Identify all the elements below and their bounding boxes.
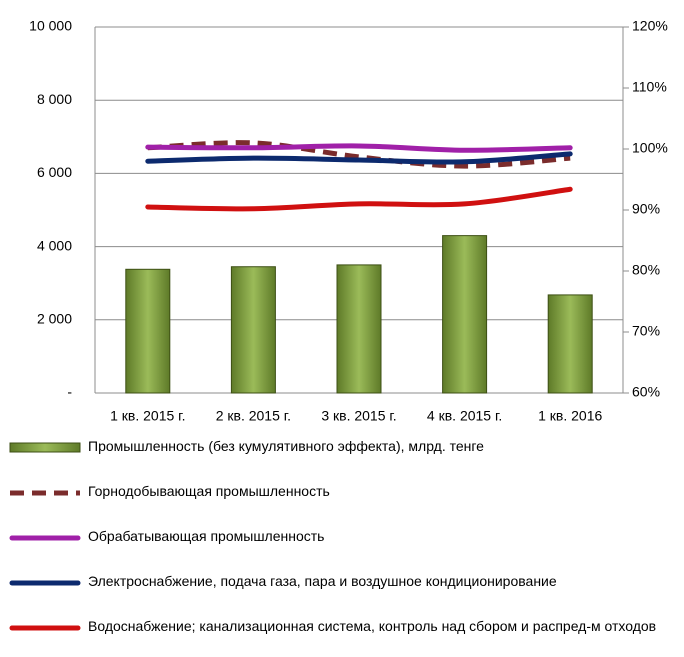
legend-item: Горнодобывающая промышленность: [0, 477, 684, 522]
line-series: [145, 151, 573, 165]
bar: [442, 235, 488, 394]
line-series: [145, 186, 573, 212]
y-tick-label: 2 000: [37, 311, 72, 327]
y2-tick-label: 90%: [632, 201, 660, 217]
y-tick-label: 4 000: [37, 237, 72, 253]
bar: [336, 264, 382, 394]
bar: [547, 294, 593, 394]
y-tick-label: 10 000: [29, 18, 72, 34]
legend-item: Обрабатывающая промышленность: [0, 522, 684, 567]
legend-label: Горнодобывающая промышленность: [88, 483, 330, 499]
chart: - 2 000 4 000 6 000 8 000 10 000 60% 70% 80% 90% 1…: [29, 18, 668, 424]
line-series: [145, 143, 573, 153]
legend-label: Обрабатывающая промышленность: [88, 528, 325, 544]
x-tick-label: 1 кв. 2016: [538, 408, 602, 424]
legend-item: Водоснабжение; канализационная система, …: [0, 612, 684, 657]
x-tick-label: 4 кв. 2015 г.: [427, 408, 502, 424]
legend-item: Промышленность (без кумулятивного эффект…: [0, 432, 684, 477]
legend-symbol: [10, 490, 80, 496]
y2-tick-label: 100%: [632, 140, 668, 156]
x-tick-label: 1 кв. 2015 г.: [110, 408, 185, 424]
x-tick-label: 3 кв. 2015 г.: [321, 408, 396, 424]
y2-tick-label: 120%: [632, 18, 668, 34]
line-series: [147, 140, 571, 169]
y2-tick-label: 70%: [632, 323, 660, 339]
y2-tick-label: 60%: [632, 384, 660, 400]
y-tick-label: 6 000: [37, 164, 72, 180]
bar: [125, 268, 171, 394]
legend-label: Промышленность (без кумулятивного эффект…: [88, 438, 484, 454]
legend-item: Электроснабжение, подача газа, пара и во…: [0, 567, 684, 612]
legend-symbol: [9, 442, 81, 453]
legend-label: Электроснабжение, подача газа, пара и во…: [88, 573, 557, 589]
bar: [230, 266, 276, 394]
legend-swatch: [9, 442, 81, 453]
y2-tick-label: 80%: [632, 262, 660, 278]
y2-tick-label: 110%: [632, 79, 667, 95]
legend-label: Водоснабжение; канализационная система, …: [88, 618, 657, 634]
legend: Промышленность (без кумулятивного эффект…: [0, 432, 684, 657]
legend-symbol: [9, 580, 81, 586]
y-tick-label: -: [67, 384, 72, 400]
x-tick-label: 2 кв. 2015 г.: [216, 408, 291, 424]
legend-symbol: [9, 535, 81, 541]
legend-symbol: [9, 625, 81, 631]
y-tick-label: 8 000: [37, 91, 72, 107]
